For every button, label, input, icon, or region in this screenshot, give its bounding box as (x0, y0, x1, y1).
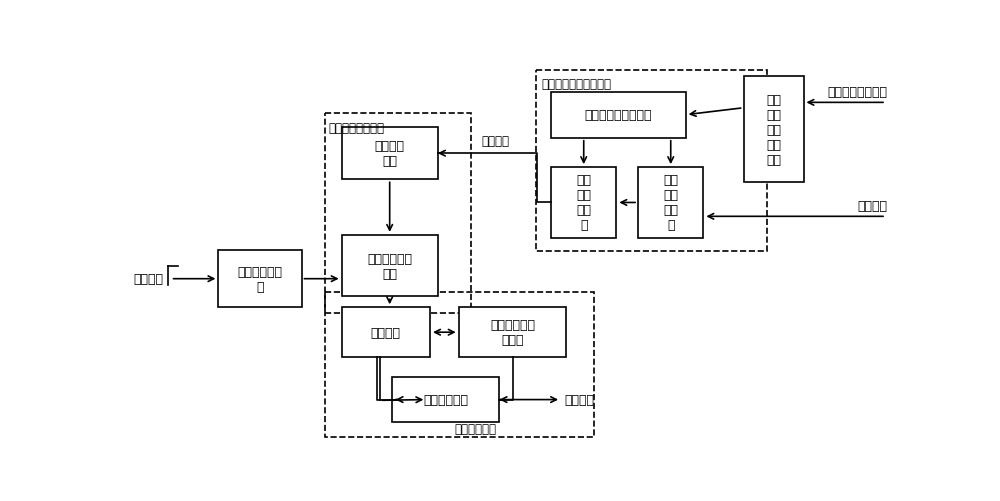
Bar (551, 92, 686, 138)
Bar (325, 114, 471, 314)
Bar (551, 168, 616, 238)
Text: 回波信号: 回波信号 (134, 273, 164, 286)
Bar (638, 168, 703, 238)
Text: 信号增益控制模块: 信号增益控制模块 (328, 121, 384, 134)
Text: 脉冲序列样式指令: 脉冲序列样式指令 (827, 86, 887, 99)
Bar (536, 71, 767, 252)
Text: 采保模块: 采保模块 (371, 326, 401, 339)
Text: 可控增益放大
电路: 可控增益放大 电路 (367, 252, 412, 280)
Bar (459, 308, 566, 358)
Text: 延时采样脉冲生成模块: 延时采样脉冲生成模块 (542, 78, 612, 91)
Bar (218, 250, 302, 308)
Bar (342, 128, 438, 180)
Text: 触发信号: 触发信号 (857, 199, 887, 212)
Bar (744, 77, 804, 183)
Bar (342, 308, 430, 358)
Bar (392, 377, 499, 422)
Text: 延时控制字生成模块: 延时控制字生成模块 (585, 109, 652, 122)
Text: 精数
字延
时模
块: 精数 字延 时模 块 (576, 174, 591, 232)
Text: 采样处理模块: 采样处理模块 (454, 422, 496, 435)
Bar (325, 292, 594, 437)
Text: 增益调整
电路: 增益调整 电路 (375, 140, 405, 168)
Text: 模数转换延时
时模块: 模数转换延时 时模块 (490, 319, 535, 347)
Text: 模数转换模块: 模数转换模块 (423, 393, 468, 406)
Text: 脉冲
序列
样式
控制
模块: 脉冲 序列 样式 控制 模块 (766, 94, 781, 166)
Bar (342, 235, 438, 297)
Text: 粗数
字延
时模
块: 粗数 字延 时模 块 (663, 174, 678, 232)
Text: 主控电路: 主控电路 (565, 393, 595, 406)
Text: 采样脉冲: 采样脉冲 (481, 135, 509, 148)
Text: 低噪声放大电
路: 低噪声放大电 路 (237, 265, 282, 293)
